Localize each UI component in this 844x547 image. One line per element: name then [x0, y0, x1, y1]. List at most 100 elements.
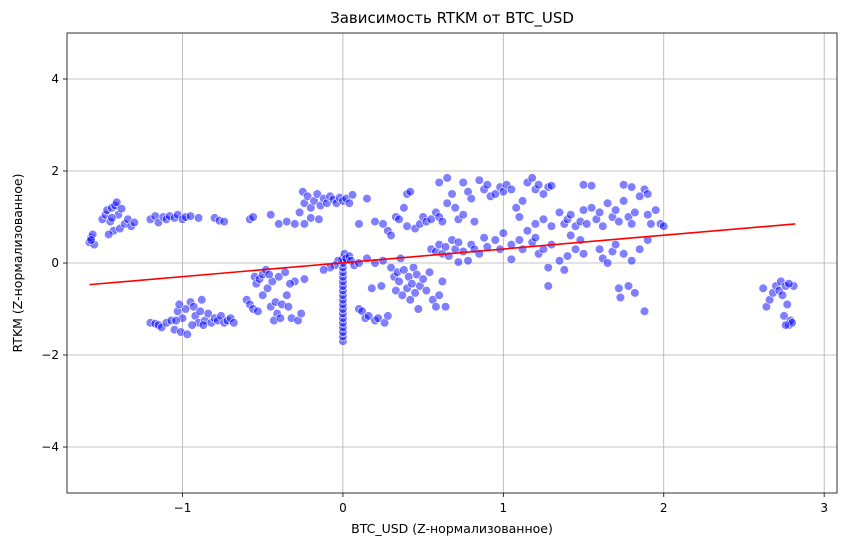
- data-point: [391, 286, 401, 296]
- data-point: [197, 295, 207, 305]
- data-point: [615, 292, 626, 303]
- data-point: [412, 269, 422, 280]
- data-point: [275, 313, 285, 323]
- data-point: [450, 203, 460, 213]
- y-tick-label: −2: [41, 348, 59, 362]
- data-point: [306, 213, 316, 223]
- data-point: [619, 180, 629, 190]
- data-point: [116, 204, 127, 214]
- data-point: [402, 221, 412, 231]
- data-point: [511, 203, 521, 213]
- data-point: [363, 311, 374, 321]
- data-point: [274, 272, 284, 282]
- data-point: [347, 190, 358, 200]
- x-tick-label: 3: [820, 501, 828, 515]
- data-point: [285, 279, 295, 289]
- data-point: [453, 257, 464, 267]
- data-point: [187, 320, 197, 330]
- data-point: [437, 276, 447, 287]
- data-point: [437, 217, 447, 227]
- x-axis-ticks: −1 0 1 2 3: [174, 493, 828, 515]
- data-point: [373, 313, 383, 323]
- data-point: [594, 244, 605, 254]
- data-point: [627, 219, 637, 229]
- data-point: [86, 235, 96, 245]
- data-point: [107, 213, 117, 223]
- data-point: [543, 281, 553, 291]
- data-point: [614, 283, 624, 293]
- data-point: [623, 281, 634, 291]
- data-point: [614, 217, 624, 227]
- data-point: [182, 329, 192, 339]
- data-point: [603, 258, 613, 268]
- data-point: [174, 299, 184, 310]
- data-point: [586, 181, 597, 191]
- data-point: [383, 311, 393, 321]
- data-point: [370, 217, 380, 227]
- data-point: [413, 304, 423, 314]
- data-point: [290, 219, 300, 229]
- data-point: [554, 256, 565, 266]
- data-point: [517, 244, 528, 254]
- data-point: [283, 302, 293, 312]
- data-point: [386, 263, 396, 273]
- x-tick-label: 1: [500, 501, 508, 515]
- grid: [67, 33, 837, 493]
- data-point: [319, 265, 329, 275]
- x-axis-label: BTC_USD (Z-нормализованное): [351, 521, 553, 536]
- data-point: [598, 221, 608, 231]
- data-point: [274, 219, 284, 229]
- data-point: [262, 283, 273, 293]
- data-point: [112, 197, 122, 207]
- data-point: [303, 191, 313, 201]
- data-point: [386, 230, 396, 240]
- data-point: [407, 279, 417, 289]
- data-point: [506, 184, 516, 194]
- data-point: [578, 180, 589, 190]
- data-point: [570, 244, 581, 254]
- data-point: [546, 221, 557, 231]
- data-point: [619, 196, 629, 206]
- data-point: [399, 203, 409, 213]
- data-point: [651, 205, 661, 215]
- x-tick-label: 2: [660, 501, 668, 515]
- data-point: [506, 254, 516, 264]
- data-point: [447, 189, 457, 199]
- data-point: [354, 219, 364, 229]
- data-point: [442, 198, 452, 208]
- data-point: [264, 269, 274, 280]
- data-point: [527, 173, 537, 183]
- data-point: [185, 211, 196, 221]
- data-point: [442, 173, 452, 183]
- data-point: [490, 235, 500, 245]
- data-point: [453, 237, 464, 247]
- y-axis-ticks: −4 −2 0 2 4: [41, 72, 67, 454]
- data-point: [378, 219, 388, 229]
- data-point: [405, 187, 415, 197]
- y-tick-label: −4: [41, 440, 59, 454]
- data-point: [562, 251, 573, 261]
- data-point: [782, 299, 792, 310]
- data-point: [266, 210, 276, 220]
- data-point: [538, 214, 549, 224]
- data-point: [586, 203, 597, 213]
- data-point: [344, 198, 354, 208]
- x-tick-label: 0: [339, 501, 347, 515]
- data-point: [424, 267, 435, 277]
- chart-title: Зависимость RTKM от BTC_USD: [330, 9, 574, 28]
- y-tick-label: 0: [51, 256, 59, 270]
- data-point: [482, 180, 492, 190]
- data-point: [646, 219, 656, 229]
- data-point: [627, 182, 637, 192]
- y-axis-label: RTKM (Z-нормализованное): [10, 174, 25, 353]
- data-point: [611, 205, 621, 215]
- data-point: [530, 233, 541, 243]
- data-point: [397, 290, 407, 300]
- data-point: [421, 286, 431, 296]
- data-point: [627, 256, 637, 266]
- data-point: [376, 281, 387, 291]
- data-point: [630, 288, 640, 298]
- data-point: [229, 318, 239, 328]
- data-point: [367, 283, 377, 293]
- data-point: [405, 295, 415, 305]
